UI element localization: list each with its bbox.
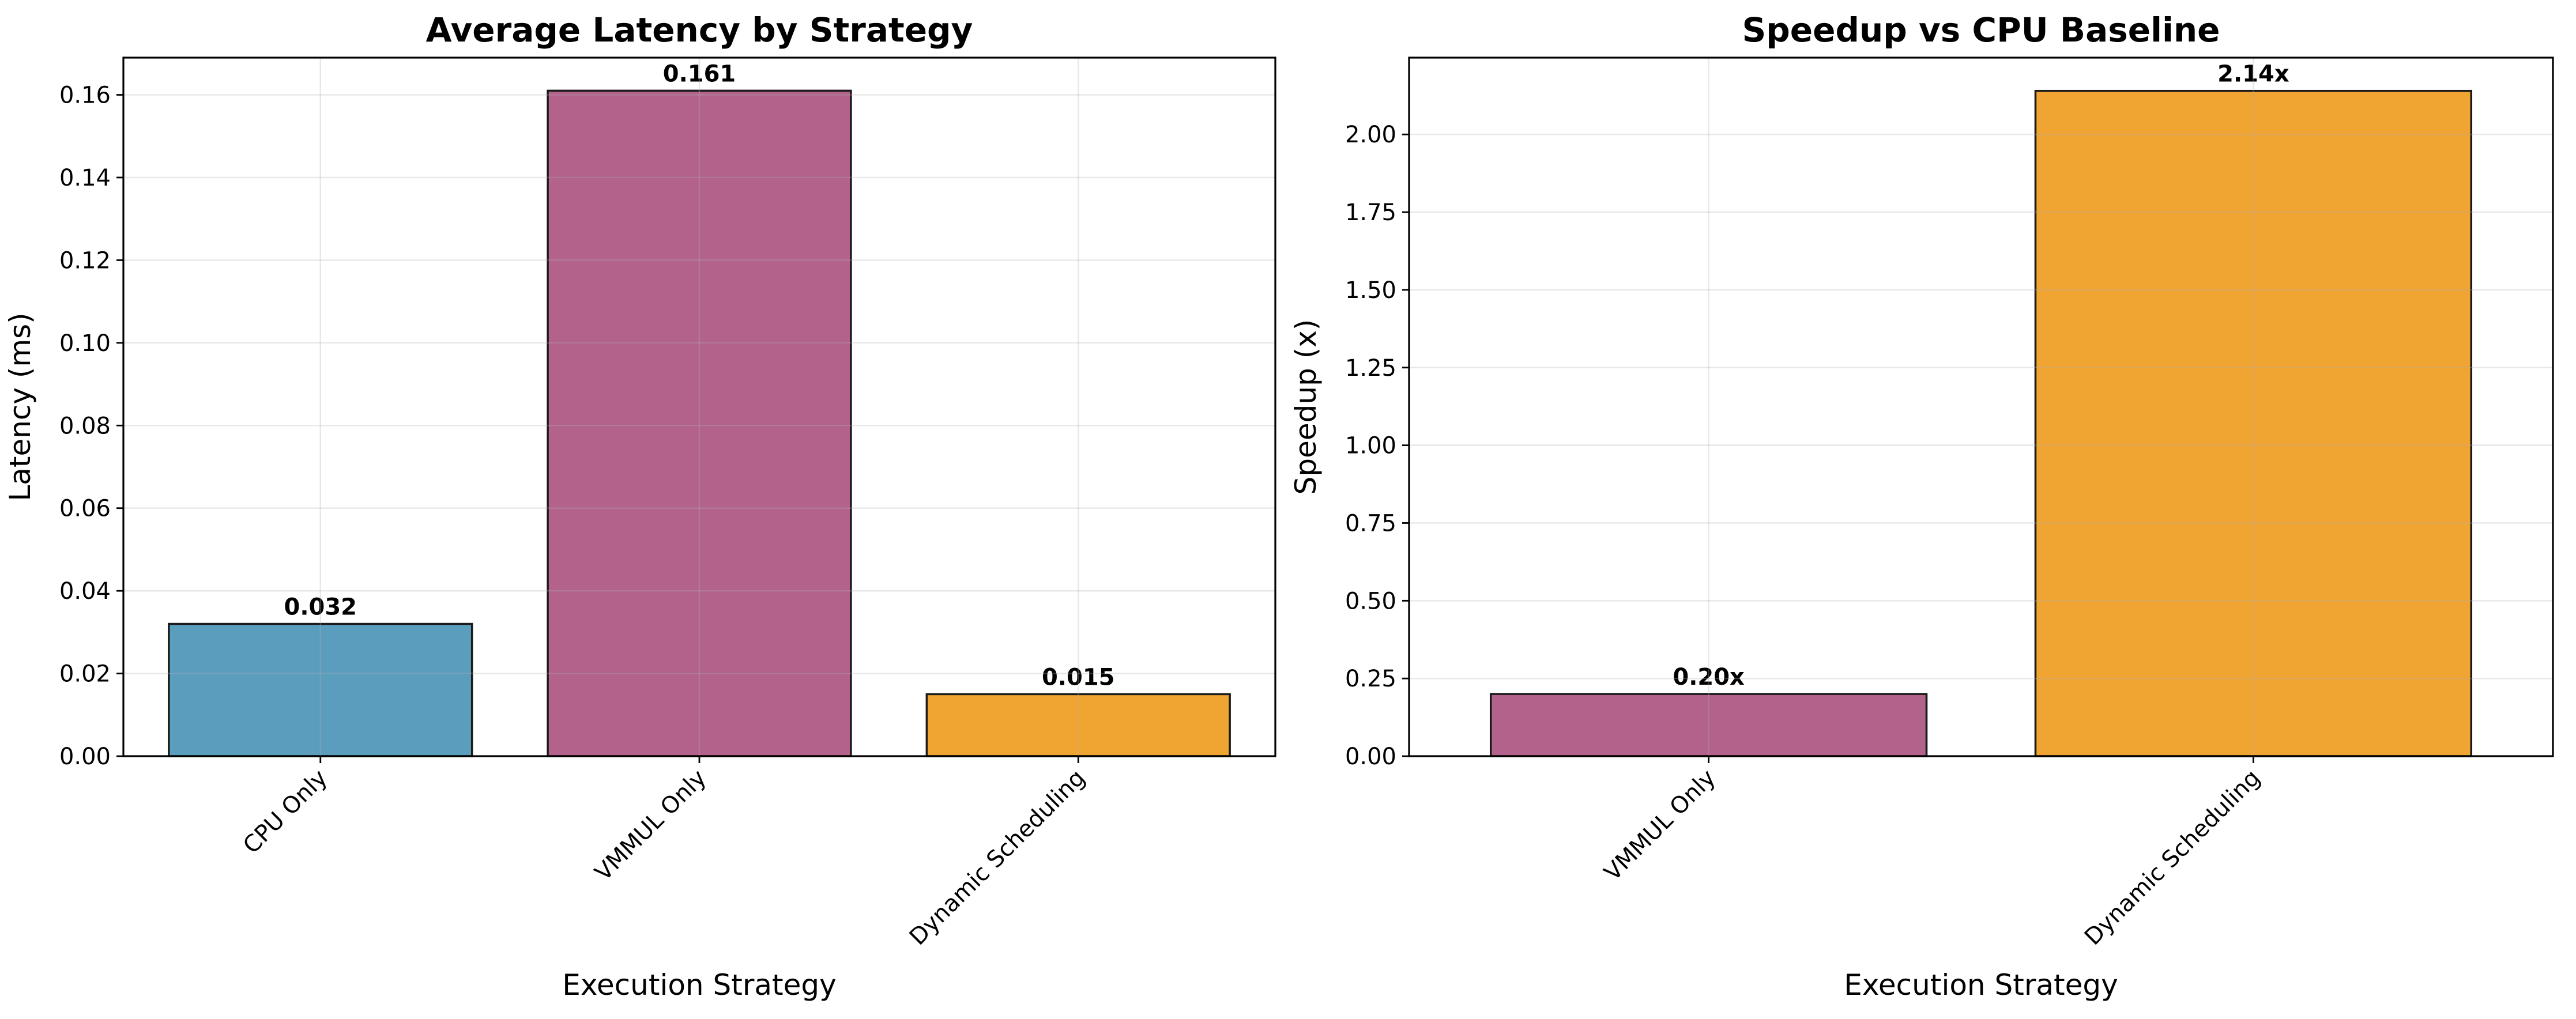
y-tick-label: 0.25 <box>1345 666 1396 692</box>
y-tick-label: 0.08 <box>59 413 111 439</box>
y-tick-label: 2.00 <box>1345 122 1396 148</box>
y-tick-label: 0.02 <box>59 661 111 688</box>
y-axis: 0.00 0.02 0.04 0.06 0.08 0.10 0.12 0.14 0.16 <box>59 82 123 770</box>
y-tick-label: 0.00 <box>59 744 111 770</box>
x-tick-label: CPU Only <box>238 765 333 859</box>
y-tick-label: 0.75 <box>1345 510 1396 537</box>
plot-frame <box>1408 56 2554 757</box>
gridlines <box>1409 58 2553 757</box>
bar <box>925 693 1231 757</box>
data-label: 0.161 <box>663 61 736 87</box>
data-label: 0.20x <box>1673 664 1745 690</box>
data-label: 0.032 <box>284 594 357 621</box>
y-tick-label: 1.50 <box>1345 277 1396 304</box>
bar <box>168 622 473 757</box>
x-tick-label: VMMUL Only <box>590 765 711 886</box>
x-axis: CPU Only VMMUL Only Dynamic Scheduling <box>238 756 1090 950</box>
speedup-chart: 0.20x 2.14x 0.00 0.25 0.50 0.75 1.00 1.25 1.50 1.… <box>1289 10 2554 1002</box>
x-axis: VMMUL Only Dynamic Scheduling <box>1599 756 2266 951</box>
chart-title: Average Latency by Strategy <box>426 10 973 50</box>
x-axis-label: Execution Strategy <box>1844 968 2118 1002</box>
y-axis-label: Speedup (x) <box>1289 319 1323 495</box>
latency-chart: 0.0320.1610.0150.000.020.040.060.080.100… <box>3 10 1276 1002</box>
y-tick-label: 0.10 <box>59 330 111 357</box>
y-tick-label: 0.12 <box>59 247 111 274</box>
y-tick-label: 1.75 <box>1345 199 1396 226</box>
y-tick-label: 0.50 <box>1345 588 1396 614</box>
y-tick-label: 0.14 <box>59 165 111 191</box>
data-label: 2.14x <box>2217 61 2289 88</box>
y-tick-label: 0.04 <box>59 578 111 605</box>
bar <box>1489 693 1928 757</box>
y-axis-label: Latency (ms) <box>3 312 37 501</box>
x-tick-label: VMMUL Only <box>1599 765 1721 886</box>
x-tick-label: Dynamic Scheduling <box>905 765 1091 951</box>
bar <box>547 89 852 757</box>
data-label: 0.015 <box>1042 664 1115 690</box>
y-tick-label: 0.06 <box>59 496 111 522</box>
y-tick-label: 1.00 <box>1345 433 1396 459</box>
bars: 0.032 0.161 0.015 <box>168 61 1231 757</box>
x-tick-label: Dynamic Scheduling <box>2080 765 2266 951</box>
y-tick-label: 1.25 <box>1345 355 1396 382</box>
x-axis-label: Execution Strategy <box>562 968 837 1002</box>
y-tick-label: 0.16 <box>59 82 111 109</box>
y-tick-label: 0.00 <box>1345 744 1396 770</box>
bar <box>2034 89 2473 757</box>
bars: 0.20x 2.14x <box>1489 61 2473 757</box>
chart-title: Speedup vs CPU Baseline <box>1742 10 2220 50</box>
y-axis: 0.00 0.25 0.50 0.75 1.00 1.25 1.50 1.75 2.00 <box>1345 122 1409 770</box>
